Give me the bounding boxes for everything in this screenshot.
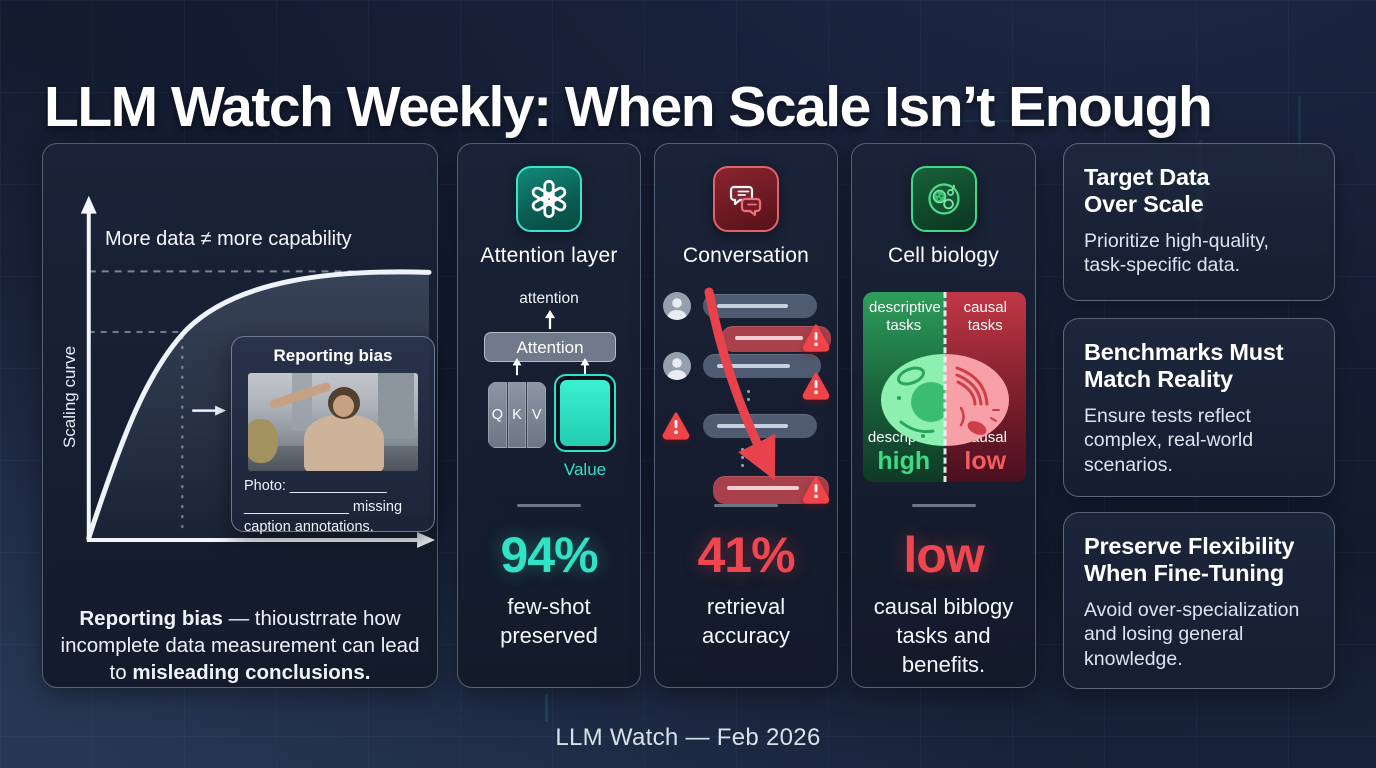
split-bottom-right-value: low bbox=[964, 447, 1007, 475]
caption-line: Photo: ____________ bbox=[244, 478, 387, 494]
caption-bold: misleading conclusions. bbox=[132, 661, 371, 684]
q-label: Q bbox=[488, 382, 507, 448]
divider bbox=[517, 504, 581, 507]
up-arrow-icon bbox=[545, 310, 555, 330]
stat-label: retrieval accuracy bbox=[701, 594, 791, 649]
divider bbox=[911, 504, 976, 507]
photo-jacket bbox=[304, 415, 384, 471]
bg-line bbox=[956, 120, 1020, 122]
chat-icon bbox=[713, 166, 779, 232]
bg-tick bbox=[545, 694, 548, 722]
chat-mockup bbox=[655, 284, 839, 514]
inset-title: Reporting bias bbox=[273, 346, 393, 365]
avatar-icon bbox=[663, 292, 691, 320]
cell-glyph bbox=[927, 183, 960, 215]
photo-caption: Photo: ____________ _____________ missin… bbox=[244, 476, 422, 538]
warning-icon bbox=[802, 372, 830, 400]
page-title: LLM Watch Weekly: When Scale Isn’t Enoug… bbox=[44, 75, 1213, 140]
attention-block: Attention bbox=[484, 332, 616, 362]
panel-title: Attention layer bbox=[480, 244, 618, 267]
photo-building bbox=[292, 373, 312, 431]
takeaway-body: Prioritize high-quality, task-specific d… bbox=[1084, 229, 1269, 277]
takeaway-title: Preserve Flexibility When Fine-Tuning bbox=[1084, 533, 1295, 587]
chat-bubbles-glyph bbox=[729, 185, 762, 217]
attention-layer-panel: Attention layer attention Attention Q K … bbox=[457, 143, 641, 688]
caption-line: _____________ missing bbox=[244, 498, 403, 515]
panel-title: Cell biology bbox=[888, 244, 999, 267]
value-label: Value bbox=[563, 460, 607, 479]
reporting-bias-inset-card: Reporting bias Photo: ____________ _____… bbox=[231, 336, 435, 535]
takeaway-title: Target Data Over Scale bbox=[1084, 164, 1210, 218]
cell-biology-panel: Cell biology descriptive tasks descripti… bbox=[851, 143, 1036, 688]
up-arrow-icon bbox=[512, 358, 522, 376]
takeaway-body: Avoid over-specialization and losing gen… bbox=[1084, 598, 1300, 671]
y-axis-label: Scaling curve bbox=[60, 345, 79, 449]
chat-message bbox=[703, 294, 817, 318]
split-dashed-divider bbox=[943, 292, 946, 482]
warning-icon bbox=[662, 412, 690, 440]
takeaway-card: Target Data Over Scale Prioritize high-q… bbox=[1063, 143, 1335, 301]
photo-woman-city-street bbox=[248, 373, 418, 471]
panel-title: Conversation bbox=[682, 244, 810, 267]
divider bbox=[714, 504, 778, 507]
takeaway-title: Benchmarks Must Match Reality bbox=[1084, 339, 1284, 393]
caption-line: caption annotations. bbox=[244, 519, 374, 536]
split-top-right-label: causal tasks bbox=[963, 299, 1007, 334]
cell-illustration bbox=[880, 354, 1009, 446]
qkv-block: Q K V bbox=[488, 382, 546, 448]
split-top-left-label: descriptive tasks bbox=[869, 299, 941, 334]
descriptive-vs-causal-split: descriptive tasks descriptive high causa… bbox=[863, 292, 1026, 482]
takeaway-card: Preserve Flexibility When Fine-Tuning Av… bbox=[1063, 512, 1335, 689]
cell-icon bbox=[910, 166, 977, 232]
decline-arrow-icon bbox=[704, 287, 776, 481]
chart-annotation: More data ≠ more capability bbox=[105, 228, 352, 250]
warning-icon bbox=[802, 324, 830, 352]
stat-value: 41% bbox=[697, 527, 795, 583]
conversation-panel: Conversation bbox=[654, 143, 838, 688]
photo-face bbox=[333, 395, 354, 417]
scaling-curve-panel: Scaling curve More data ≠ more capabilit… bbox=[42, 143, 438, 688]
photo-building bbox=[378, 373, 414, 439]
warning-icon bbox=[802, 476, 830, 504]
v-label: V bbox=[527, 382, 546, 448]
pointer-arrow-icon bbox=[192, 405, 227, 416]
value-block bbox=[554, 374, 616, 452]
openai-knot-glyph bbox=[531, 179, 567, 219]
scaling-panel-caption: Reporting bias — thioustrrate how incomp… bbox=[51, 605, 429, 687]
split-bottom-left-value: high bbox=[877, 447, 931, 475]
takeaway-card: Benchmarks Must Match Reality Ensure tes… bbox=[1063, 318, 1335, 497]
openai-icon bbox=[516, 166, 582, 232]
footer-text: LLM Watch — Feb 2026 bbox=[555, 724, 821, 751]
stat-label: causal biblogy tasks and benefits. bbox=[873, 594, 1014, 678]
caption-bold: Reporting bias bbox=[79, 606, 223, 630]
takeaway-body: Ensure tests reflect complex, real-world… bbox=[1084, 404, 1254, 477]
stat-label: few-shot preserved bbox=[500, 594, 598, 649]
k-label: K bbox=[507, 382, 527, 448]
bg-candlestick bbox=[1298, 96, 1301, 160]
photo-foreground-shape bbox=[248, 419, 278, 463]
up-arrow-icon bbox=[580, 358, 590, 376]
avatar-icon bbox=[663, 352, 691, 380]
attention-output-label: attention bbox=[519, 290, 579, 307]
stat-value: low bbox=[903, 527, 984, 583]
stat-value: 94% bbox=[500, 527, 598, 583]
ellipsis-dots bbox=[747, 390, 750, 401]
caption-text: — thioustrrate how incomplete data measu… bbox=[60, 606, 420, 685]
